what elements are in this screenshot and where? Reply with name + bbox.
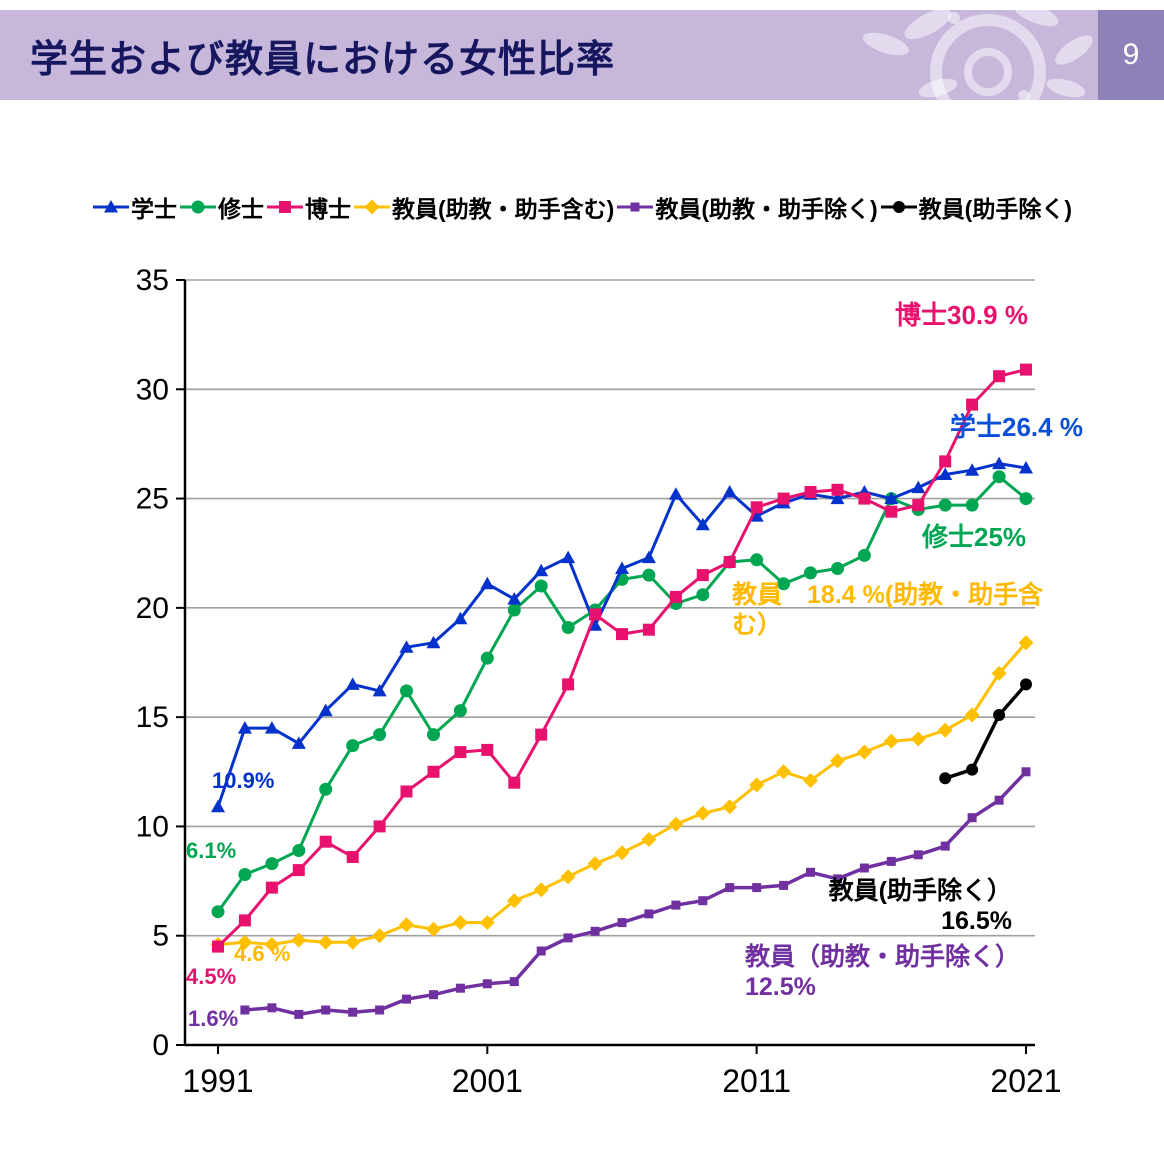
label-doctor-start: 4.5% bbox=[186, 964, 237, 989]
series-doctor bbox=[212, 363, 1032, 953]
legend-marker-master-icon bbox=[179, 197, 217, 217]
legend-item-faculty_incl: 教員(助教・助手含む) bbox=[353, 190, 614, 224]
svg-text:2021: 2021 bbox=[990, 1063, 1061, 1099]
legend-label-faculty_excl: 教員(助教・助手除く) bbox=[655, 196, 878, 222]
label-master-start: 6.1% bbox=[186, 838, 237, 863]
label-bachelor-start: 10.9% bbox=[212, 768, 275, 793]
svg-text:5: 5 bbox=[152, 920, 169, 953]
chart-area: 学士 修士 博士 教員(助教・助手含む) 教員(助教・助手除く) 教員(助手除く) 0 5 1… bbox=[0, 104, 1164, 1164]
legend-label-faculty_incl: 教員(助教・助手含む) bbox=[392, 196, 615, 222]
series-bachelor bbox=[211, 456, 1033, 813]
legend-marker-faculty_incl-icon bbox=[353, 197, 391, 217]
svg-text:35: 35 bbox=[136, 264, 169, 297]
label-faculty-incl-final: 教員 18.4 %(助教・助手含 む） bbox=[732, 581, 1044, 639]
label-faculty-excl-final: 教員（助教・助手除く） 12.5% bbox=[745, 943, 1021, 1001]
legend-item-master: 修士 bbox=[179, 190, 264, 224]
label-faculty-incl-start: 4.6 % bbox=[234, 941, 291, 966]
legend-item-faculty_excl: 教員(助教・助手除く) bbox=[616, 190, 878, 224]
svg-text:2011: 2011 bbox=[722, 1063, 791, 1099]
legend-label-master: 修士 bbox=[218, 196, 264, 222]
legend-marker-faculty_no_assist-icon bbox=[880, 197, 918, 217]
label-faculty-no-assist-final: 教員(助手除く） 16.5% bbox=[828, 877, 1012, 935]
chart-legend: 学士 修士 博士 教員(助教・助手含む) 教員(助教・助手除く) 教員(助手除く) bbox=[0, 190, 1164, 224]
series-faculty_incl bbox=[210, 635, 1034, 952]
label-master-final: 修士25% bbox=[922, 522, 1027, 552]
svg-text:2001: 2001 bbox=[452, 1063, 523, 1099]
label-faculty-excl-start: 1.6% bbox=[188, 1006, 239, 1031]
series-faculty_excl bbox=[240, 767, 1031, 1019]
legend-label-doctor: 博士 bbox=[305, 196, 351, 222]
label-bachelor-final: 学士26.4 % bbox=[950, 412, 1083, 442]
legend-marker-doctor-icon bbox=[266, 197, 304, 217]
legend-label-bachelor: 学士 bbox=[131, 196, 177, 222]
svg-text:15: 15 bbox=[136, 701, 169, 734]
line-chart: 0 5 10 15 20 25 30 35 1991 2001 2011 2021 bbox=[136, 264, 1062, 1099]
page-title: 学生および教員における女性比率 bbox=[30, 38, 616, 81]
label-doctor-final: 博士30.9 % bbox=[895, 300, 1028, 330]
svg-text:10: 10 bbox=[136, 810, 169, 843]
svg-text:0: 0 bbox=[152, 1029, 169, 1062]
legend-marker-faculty_excl-icon bbox=[616, 197, 654, 217]
legend-item-faculty_no_assist: 教員(助手除く) bbox=[880, 190, 1072, 224]
svg-text:30: 30 bbox=[136, 373, 169, 406]
svg-text:1991: 1991 bbox=[182, 1063, 253, 1099]
series-faculty_no_assist bbox=[939, 678, 1032, 785]
legend-label-faculty_no_assist: 教員(助手除く) bbox=[918, 196, 1072, 222]
legend-item-doctor: 博士 bbox=[266, 190, 351, 224]
floral-decoration-icon bbox=[778, 10, 1098, 100]
page-number-badge: 9 bbox=[1098, 10, 1164, 100]
svg-text:25: 25 bbox=[136, 483, 169, 516]
legend-item-bachelor: 学士 bbox=[92, 190, 177, 224]
svg-text:20: 20 bbox=[136, 592, 169, 625]
legend-marker-bachelor-icon bbox=[92, 197, 130, 217]
header-band: 学生および教員における女性比率 9 bbox=[0, 10, 1164, 100]
